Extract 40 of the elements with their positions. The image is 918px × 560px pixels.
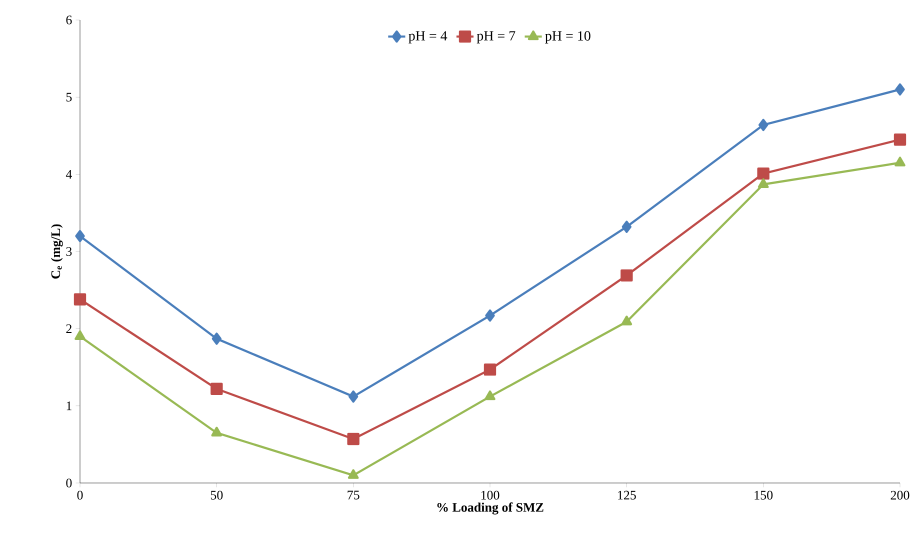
y-tick-label: 0	[66, 478, 72, 488]
point	[757, 167, 770, 180]
point	[75, 230, 85, 242]
point	[622, 220, 632, 233]
y-tick-label: 5	[66, 92, 72, 102]
point	[895, 83, 905, 96]
legend-label: pH = 7	[476, 31, 516, 44]
x-tick-label: 50	[210, 490, 223, 500]
x-axis-title: % Loading of SMZ	[437, 502, 544, 514]
point	[894, 134, 906, 146]
y-tick-label: 2	[66, 324, 72, 333]
x-tick-label: 125	[618, 490, 636, 500]
point	[894, 156, 906, 166]
y-tick-label: 6	[66, 16, 72, 24]
point	[758, 118, 768, 132]
point	[347, 432, 360, 446]
point	[348, 390, 358, 403]
x-tick-label: 0	[77, 490, 83, 500]
legend-label: pH = 10	[545, 31, 590, 44]
point	[211, 426, 222, 436]
y-tick-label: 3	[66, 247, 72, 256]
point	[758, 178, 769, 188]
point	[485, 309, 495, 322]
point	[74, 330, 86, 340]
x-tick-label: 75	[348, 490, 360, 500]
y-tick-label: 4	[66, 170, 72, 179]
x-tick-label: 100	[481, 490, 500, 500]
x-tick-label: 150	[754, 490, 773, 500]
legend-label: pH = 4	[408, 31, 448, 44]
point	[484, 363, 496, 376]
x-tick-label: 200	[890, 490, 910, 500]
y-axis-title: C$_{e}$ (mg/L)	[50, 224, 63, 279]
point	[484, 390, 496, 400]
y-tick-label: 1	[66, 402, 72, 410]
point	[210, 382, 223, 395]
point	[620, 269, 633, 282]
point	[348, 469, 359, 479]
point	[621, 316, 632, 326]
point	[74, 293, 86, 306]
point	[212, 332, 222, 345]
